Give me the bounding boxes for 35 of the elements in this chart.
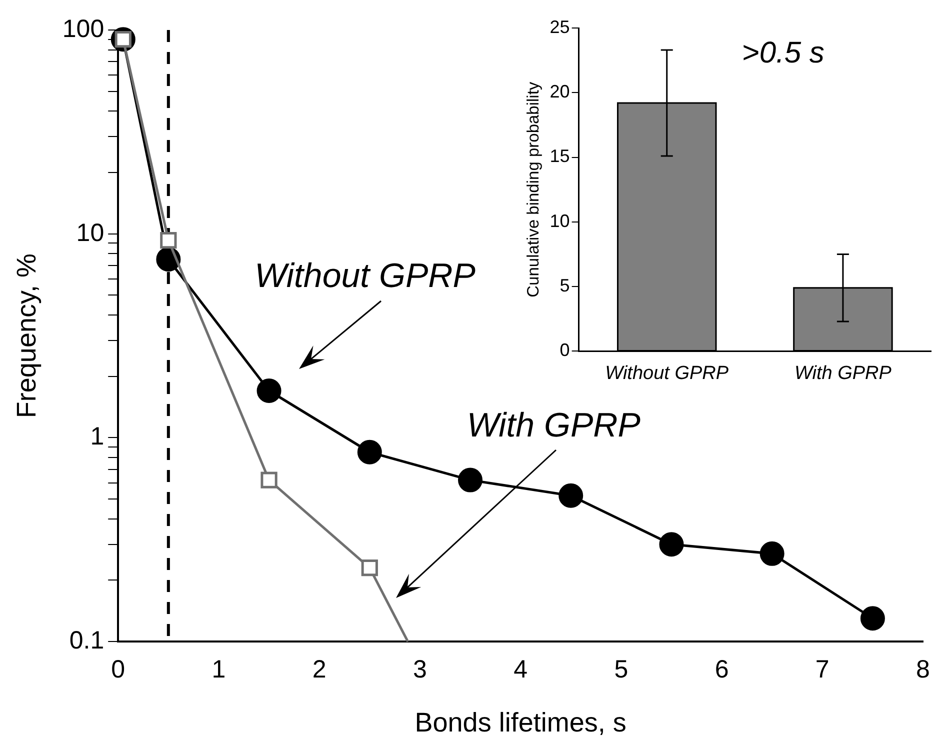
x-tick-label: 0 bbox=[111, 655, 126, 684]
y-tick-label: 0.1 bbox=[69, 626, 104, 654]
point bbox=[760, 541, 784, 566]
point bbox=[357, 440, 382, 464]
x-tick-label: 8 bbox=[916, 655, 930, 684]
x-tick-label: 3 bbox=[412, 655, 427, 684]
text: With GPRP bbox=[466, 406, 641, 444]
x-tick-label: 2 bbox=[312, 655, 326, 684]
x-tick-label: 5 bbox=[614, 655, 628, 684]
x-axis-title: Bonds lifetimes, s bbox=[414, 707, 626, 738]
point bbox=[361, 560, 378, 576]
series-label: Without GPRP bbox=[254, 257, 476, 296]
y-tick-label: 5 bbox=[560, 276, 570, 296]
x-tick-label: 4 bbox=[514, 655, 528, 684]
y-tick-label: 1 bbox=[90, 422, 104, 451]
point bbox=[458, 468, 482, 492]
annotation: >0.5 s bbox=[742, 36, 824, 70]
point bbox=[260, 472, 278, 488]
y-tick-label: 10 bbox=[76, 218, 104, 247]
y-tick-label: 20 bbox=[550, 82, 570, 102]
x-tick-label: 7 bbox=[815, 655, 830, 684]
y-tick-label: 10 bbox=[550, 210, 570, 231]
y-axis-title: Cunulative binding probability bbox=[524, 81, 542, 298]
point bbox=[256, 378, 282, 404]
y-axis-title: Frequency, % bbox=[12, 254, 42, 418]
point bbox=[558, 483, 584, 508]
x-tick-label: 6 bbox=[714, 655, 729, 684]
x-tick-label: 1 bbox=[212, 655, 226, 684]
y-tick-label: 25 bbox=[550, 16, 570, 37]
y-tick-label: 100 bbox=[62, 14, 104, 43]
y-tick-label: 0 bbox=[560, 340, 570, 360]
y-tick-label: 15 bbox=[550, 146, 570, 166]
point bbox=[860, 606, 885, 631]
point bbox=[659, 532, 684, 557]
point bbox=[160, 232, 177, 249]
